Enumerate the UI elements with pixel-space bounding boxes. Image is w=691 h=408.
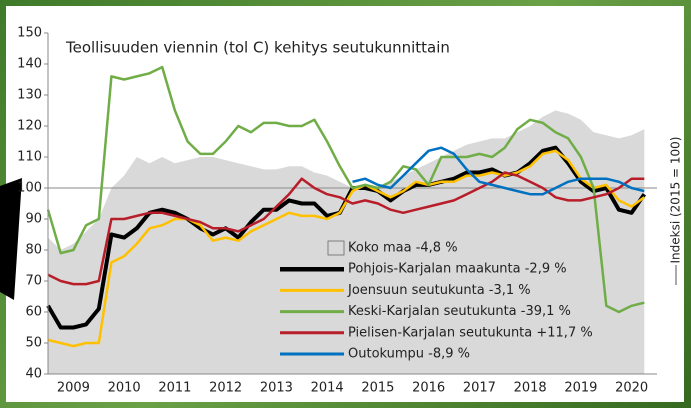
page: 40 50 60 70 80 90 100 110 120 130 140 150 2009 2010 20… xyxy=(0,0,691,408)
x-tick-label: 2016 xyxy=(412,381,445,396)
legend-label: Outokumpu -8,9 % xyxy=(348,347,470,362)
x-tick-label: 2020 xyxy=(615,381,648,396)
y-tick-label: 50 xyxy=(25,336,42,351)
x-tick-label: 2015 xyxy=(361,381,394,396)
x-tick-label: 2018 xyxy=(514,381,547,396)
y-tick-label: 40 xyxy=(25,367,42,382)
chart-title: Teollisuuden viennin (tol C) kehitys seu… xyxy=(65,39,450,57)
x-tick-label: 2019 xyxy=(564,381,597,396)
y-axis-label: Indeksi (2015 = 100) xyxy=(669,137,683,264)
y-tick-label: 130 xyxy=(17,88,42,103)
chart: 40 50 60 70 80 90 100 110 120 130 140 150 2009 2010 20… xyxy=(0,0,691,408)
x-tick-label: 2009 xyxy=(57,381,90,396)
legend-swatch xyxy=(328,241,344,255)
y-tick-label: 140 xyxy=(17,57,42,72)
y-tick-label: 60 xyxy=(25,305,42,320)
x-tick-label: 2011 xyxy=(158,381,191,396)
x-tick-label: 2017 xyxy=(463,381,496,396)
legend-label: Joensuun seutukunta -3,1 % xyxy=(347,283,531,298)
y-tick-label: 150 xyxy=(17,26,42,41)
legend-label: Pohjois-Karjalan maakunta -2,9 % xyxy=(348,262,567,277)
legend-label: Pielisen-Karjalan seutukunta +11,7 % xyxy=(348,325,593,340)
y-tick-label: 70 xyxy=(25,274,42,289)
y-tick-label: 110 xyxy=(17,150,42,165)
y-tick-label: 90 xyxy=(25,212,42,227)
y-tick-label: 80 xyxy=(25,243,42,258)
x-tick-label: 2010 xyxy=(108,381,141,396)
x-tick-label: 2012 xyxy=(209,381,242,396)
legend-label: Koko maa -4,8 % xyxy=(348,241,458,256)
legend-label: Keski-Karjalan seutukunta -39,1 % xyxy=(348,304,571,319)
x-tick-label: 2013 xyxy=(260,381,293,396)
y-tick-label: 100 xyxy=(17,181,42,196)
x-tick-label: 2014 xyxy=(311,381,344,396)
y-tick-label: 120 xyxy=(17,119,42,134)
